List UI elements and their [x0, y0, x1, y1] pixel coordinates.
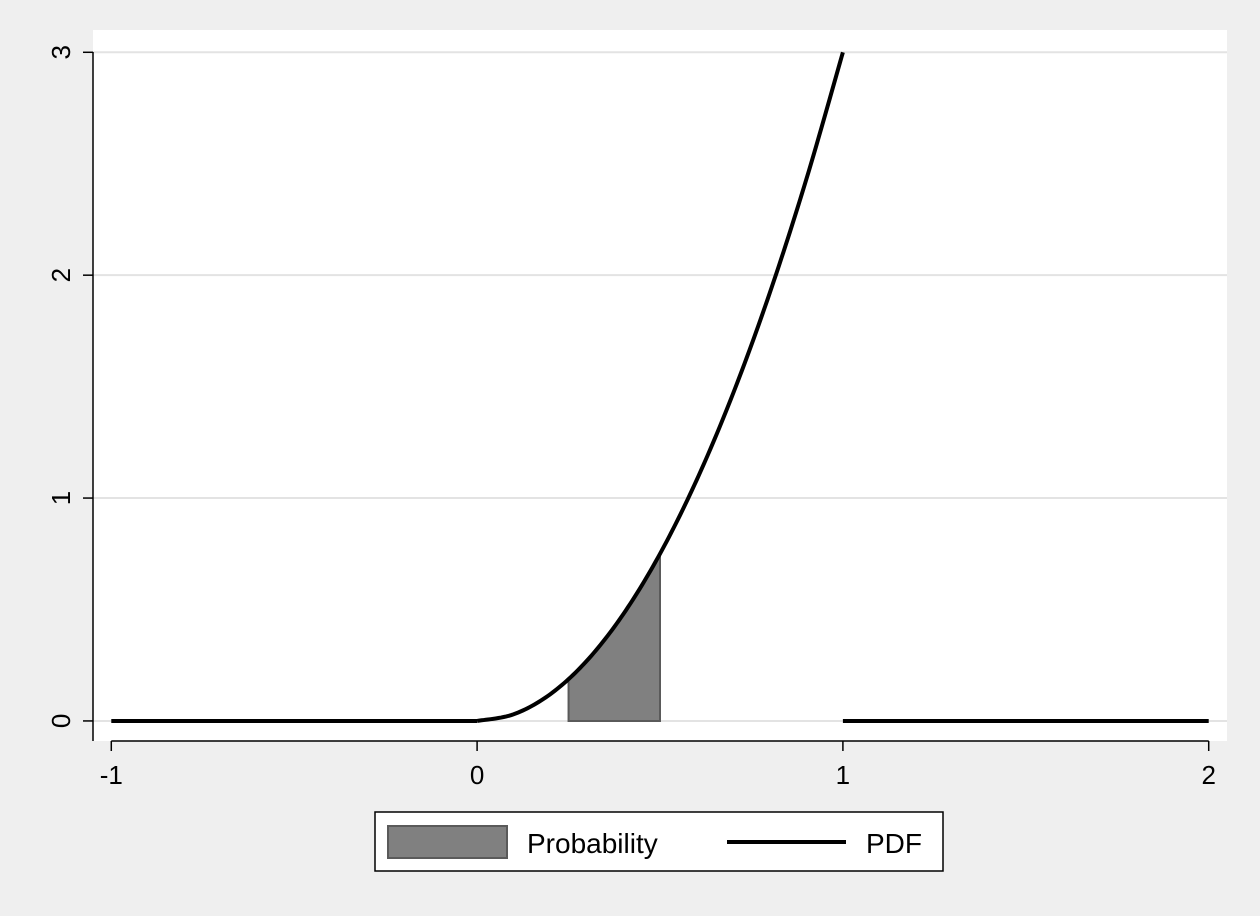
x-tick-label-0: -1: [100, 760, 123, 790]
legend-probability-label: Probability: [527, 828, 658, 859]
legend-probability-swatch: [387, 825, 508, 859]
pdf-line-layer: [111, 51, 1209, 723]
axes: 0 1 2 3 -1 0 1 2: [46, 45, 1216, 790]
x-tick-label-2: 1: [836, 760, 850, 790]
y-tick-label-3: 3: [46, 45, 76, 59]
x-tick-label-3: 2: [1201, 760, 1215, 790]
y-tick-label-1: 1: [46, 491, 76, 505]
x-tick-label-1: 0: [470, 760, 484, 790]
y-tick-label-2: 2: [46, 268, 76, 282]
legend-pdf-label: PDF: [866, 828, 922, 859]
y-tick-label-0: 0: [46, 714, 76, 728]
legend: Probability PDF: [374, 811, 944, 872]
pdf-line-segment-1: [476, 51, 845, 723]
